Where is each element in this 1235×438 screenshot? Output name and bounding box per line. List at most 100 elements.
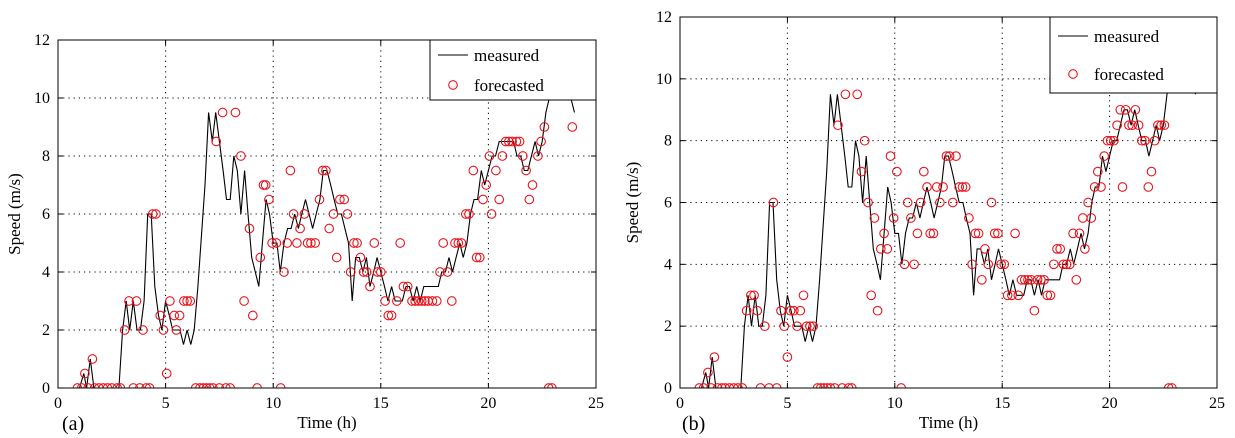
forecast-point [846, 383, 857, 388]
forecast-point [464, 209, 474, 219]
forecast-point [1029, 305, 1040, 316]
forecast-point [960, 182, 971, 192]
forecast-point [1086, 213, 1097, 223]
forecast-point [1096, 182, 1106, 192]
forecast-point [944, 151, 955, 161]
forecast-point [494, 194, 505, 205]
forecast-point [355, 252, 366, 263]
forecast-point [922, 182, 932, 192]
forecast-point [1099, 151, 1110, 161]
x-tick-label: 5 [783, 395, 791, 412]
forecast-point [94, 383, 104, 388]
panel-label: (b) [682, 413, 705, 435]
forecast-point [888, 213, 899, 223]
forecast-point [87, 354, 98, 364]
x-tick-label: 20 [480, 395, 496, 412]
y-tick-label: 6 [42, 206, 50, 223]
forecast-point [1163, 383, 1174, 388]
forecast-point [275, 383, 286, 388]
forecast-point [182, 296, 192, 306]
forecast-point [511, 136, 522, 147]
forecast-point [712, 383, 723, 388]
forecast-point [169, 310, 180, 321]
y-tick-label: 6 [664, 195, 672, 212]
forecast-point [179, 296, 189, 306]
forecast-point [500, 136, 511, 147]
forecast-point [507, 136, 517, 147]
forecast-point [925, 228, 936, 239]
forecast-point [392, 296, 402, 306]
forecast-point [869, 213, 880, 223]
forecast-point [543, 383, 554, 388]
forecast-point [733, 383, 743, 388]
forecast-point [906, 213, 916, 223]
forecast-point [724, 383, 735, 388]
forecast-point [996, 259, 1006, 270]
forecast-point [892, 166, 902, 177]
forecast-point [416, 296, 427, 306]
forecast-point [1083, 197, 1093, 208]
forecast-point [375, 267, 386, 277]
forecast-point [1136, 135, 1147, 146]
forecast-point [837, 383, 848, 388]
forecast-point [1013, 290, 1024, 301]
forecast-point [288, 209, 299, 219]
forecast-point [349, 238, 359, 248]
forecast-point [1039, 274, 1049, 285]
forecast-point [970, 228, 981, 239]
forecast-point [819, 383, 829, 388]
legend-label-forecasted: forecasted [1094, 65, 1164, 84]
forecast-point [1002, 290, 1013, 301]
forecast-point [369, 238, 380, 248]
y-axis-label: Speed (m/s) [623, 162, 642, 244]
forecast-point [321, 165, 331, 176]
x-tick-label: 25 [1209, 395, 1225, 412]
forecast-point [1042, 290, 1053, 301]
y-tick-label: 10 [656, 71, 672, 88]
forecast-point [1019, 274, 1030, 285]
y-tick-label: 8 [42, 148, 50, 165]
forecast-point [402, 281, 413, 292]
forecast-point [1048, 259, 1059, 270]
forecast-point [833, 120, 843, 131]
forecast-point [1077, 213, 1088, 223]
forecast-point [285, 165, 296, 176]
forecast-point [749, 290, 759, 301]
forecast-point [752, 305, 763, 316]
forecast-point [484, 151, 495, 161]
forecast-point [450, 238, 460, 248]
forecast-point [361, 267, 372, 277]
forecast-point [314, 194, 325, 205]
forecast-point [527, 180, 538, 190]
forecast-point [413, 296, 424, 306]
forecast-point [72, 383, 83, 388]
forecast-point [247, 310, 258, 321]
forecast-point [435, 267, 445, 277]
forecast-point [709, 352, 720, 362]
forecast-point [317, 165, 328, 176]
forecast-point [453, 238, 464, 248]
forecast-point [1074, 228, 1085, 239]
forecast-point [840, 89, 851, 100]
forecast-point [993, 228, 1003, 239]
forecast-point [755, 383, 766, 388]
forecast-point [768, 197, 779, 208]
forecast-point [1115, 104, 1126, 115]
forecast-point [759, 321, 770, 332]
forecast-point [456, 238, 467, 248]
forecast-point [358, 267, 369, 277]
forecast-point [141, 383, 152, 388]
forecast-point [474, 252, 485, 263]
forecast-point [912, 228, 923, 239]
forecast-point [195, 383, 205, 388]
chart-panel-2: 0 5 10 15 20 25 0 2 4 6 8 10 12 Time (h) Speed (m/s) (b… [623, 9, 1225, 435]
forecast-point [407, 296, 417, 306]
forecast-point [310, 238, 321, 248]
legend-label-measured: measured [474, 46, 540, 65]
x-tick-label: 15 [994, 395, 1010, 412]
x-tick-label: 0 [676, 395, 684, 412]
forecast-point [386, 310, 397, 321]
legend-marker-swatch [1068, 69, 1078, 79]
forecast-point [825, 383, 836, 388]
